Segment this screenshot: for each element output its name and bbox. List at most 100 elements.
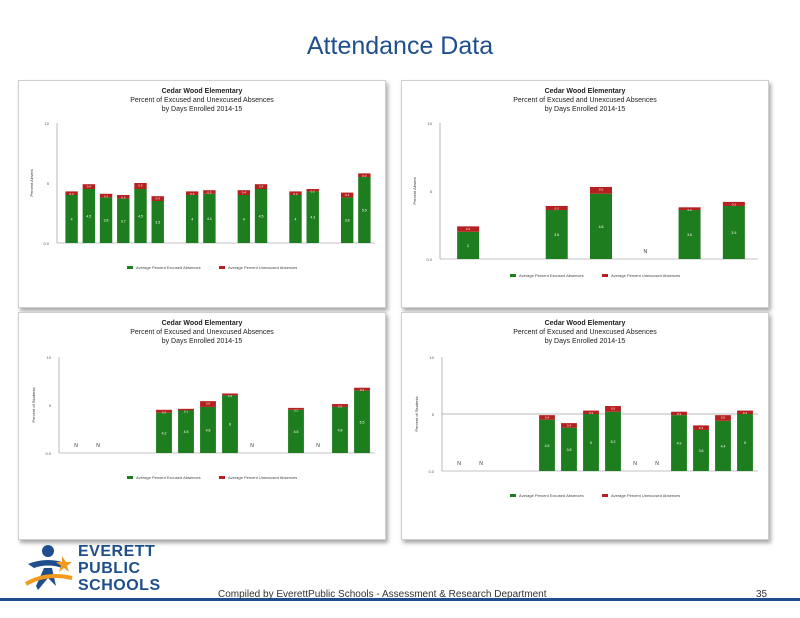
y-tick-label: 5	[430, 189, 433, 194]
bar-group: 4.2 0.3	[156, 409, 172, 453]
bar-excused	[99, 197, 113, 243]
bar-value-label-unexcused: 0.4	[466, 227, 471, 231]
bar-group: 3.6 0.4	[693, 425, 709, 471]
y-tick-label: 0.0	[426, 257, 432, 262]
bar-group: 3.6 0.3	[545, 205, 568, 259]
bar-value-label-unexcused: 0.3	[360, 388, 365, 392]
bar-value-label-excused: 3.5	[155, 221, 160, 225]
chart-svg: Cedar Wood Elementary Percent of Excused …	[414, 320, 758, 498]
bar-value-label-excused: 4.8	[206, 428, 211, 432]
bar-excused	[590, 193, 612, 259]
bar-unexcused	[254, 184, 268, 189]
bar-excused	[583, 414, 599, 471]
logo-line-1: EVERETT	[78, 543, 156, 560]
chart-panel-2: Cedar Wood Elementary Percent of Excused …	[401, 80, 769, 308]
bar-value-label-unexcused: 0.3	[293, 192, 298, 196]
chart-title: Cedar Wood Elementary	[162, 320, 243, 327]
bar-excused	[185, 195, 199, 243]
no-data-label: N	[316, 443, 320, 449]
bar-group: 4.8 0.3	[332, 404, 348, 453]
bar-excused	[693, 429, 709, 471]
bar-value-label-unexcused: 0.4	[345, 193, 350, 197]
legend-label-unexcused: Average Percent Unexcused Absences	[611, 273, 680, 278]
chart-subtitle-2: by Days Enrolled 2014-15	[162, 106, 243, 113]
legend-label-excused: Average Percent Excused Absences	[519, 493, 584, 498]
bar-unexcused	[678, 207, 701, 211]
bar-value-label-unexcused: 0.3	[589, 411, 594, 415]
bar-value-label-unexcused: 0.3	[555, 206, 560, 210]
bar-value-label-unexcused: 0.3	[743, 411, 748, 415]
bar-value-label-unexcused: 0.3	[121, 196, 126, 200]
bar-value-label-excused: 3.6	[554, 233, 559, 237]
bar-value-label-excused: 6.5	[360, 420, 365, 424]
no-data-label: N	[250, 443, 254, 449]
chart-panel-3: Cedar Wood Elementary Percent of Excused …	[18, 312, 386, 540]
bar-excused	[237, 195, 251, 243]
legend-label-unexcused: Average Percent Unexcused Absences	[611, 493, 680, 498]
bar-group: 3.8 0.4	[561, 423, 577, 471]
bar-value-label-excused: 5	[590, 441, 592, 445]
bar-value-label-unexcused: 0.3	[338, 405, 343, 409]
bar-unexcused	[134, 183, 147, 189]
bar-value-label-unexcused: 0.5	[721, 416, 726, 420]
bar-group: 40.4	[237, 190, 251, 243]
bar-value-label-excused: 5.2	[611, 440, 616, 444]
bar-value-label-excused: 3.7	[121, 219, 126, 223]
bar-excused	[671, 415, 687, 471]
bar-excused	[82, 189, 96, 243]
footer-divider	[0, 598, 800, 601]
bar-unexcused	[288, 407, 304, 410]
chart-svg: Cedar Wood Elementary Percent of Excused …	[29, 88, 375, 270]
legend-label-excused: Average Percent Excused Absences	[136, 265, 201, 270]
bar-excused	[203, 193, 216, 243]
no-data-label: N	[479, 461, 483, 467]
legend-swatch-excused	[127, 266, 133, 269]
bar-unexcused	[605, 406, 621, 412]
y-axis-label: Percent Absent	[412, 177, 417, 205]
bar-value-label-excused: 4.8	[338, 428, 343, 432]
bar-group: 50.3	[737, 410, 753, 471]
bar-unexcused	[340, 192, 354, 198]
bar-unexcused	[693, 425, 709, 430]
legend: Average Percent Excused Absences Average …	[510, 273, 680, 278]
bar-group: 4.3 0.2	[306, 189, 319, 243]
y-tick-label: 10	[428, 121, 433, 126]
y-tick-label: 0.0	[428, 469, 434, 474]
bar-unexcused	[671, 411, 687, 416]
bar-value-label-unexcused: 0.3	[677, 412, 682, 416]
bar-excused	[65, 195, 78, 243]
no-data-label: N	[96, 443, 100, 449]
logo-figure-icon	[24, 545, 73, 590]
bar-excused	[561, 427, 577, 471]
bar-value-label-unexcused: 0.4	[242, 191, 247, 195]
bar-unexcused	[222, 393, 238, 396]
legend-swatch-unexcused	[219, 266, 225, 269]
bar-value-label-unexcused: 0.4	[567, 424, 572, 428]
chart-panel-1: Cedar Wood Elementary Percent of Excused …	[18, 80, 386, 308]
bar-group: 4.5 0.4	[539, 415, 555, 471]
bar-unexcused	[715, 415, 731, 421]
bar-value-label-excused: 4	[295, 218, 297, 222]
bar-excused	[306, 191, 319, 243]
legend-label-excused: Average Percent Excused Absences	[519, 273, 584, 278]
bar-value-label-excused: 3.9	[731, 231, 736, 235]
bar-excused	[288, 409, 304, 453]
slide-title: Attendance Data	[306, 32, 494, 60]
y-tick-label: 10	[430, 355, 435, 360]
bar-value-label-unexcused: 0.4	[87, 185, 92, 189]
y-axis-label: Percent of Students	[414, 396, 419, 431]
bar-group: 4.4 0.5	[715, 415, 731, 471]
bar-value-label-excused: 4.2	[162, 431, 167, 435]
bar-value-label-excused: 4.8	[599, 225, 604, 229]
legend-swatch-excused	[510, 274, 516, 277]
bar-unexcused	[737, 410, 753, 414]
chart-title: Cedar Wood Elementary	[162, 88, 243, 95]
chart-subtitle: Percent of Excused and Unexcused Absence…	[130, 329, 274, 336]
legend-swatch-unexcused	[602, 494, 608, 497]
bar-value-label-excused: 4.5	[294, 430, 299, 434]
bar-group: 20.4	[457, 226, 480, 259]
bar-excused	[200, 406, 216, 453]
bar-value-label-excused: 5.5	[362, 209, 367, 213]
bar-value-label-excused: 6	[229, 423, 231, 427]
legend: Average Percent Excused Absences Average …	[127, 475, 297, 480]
